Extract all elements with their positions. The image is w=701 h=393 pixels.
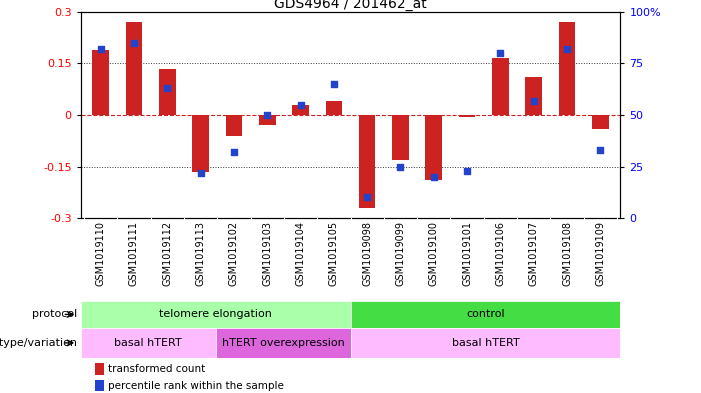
Text: hTERT overexpression: hTERT overexpression [222,338,344,348]
Point [229,149,240,155]
Bar [426,115,442,180]
Text: GSM1019102: GSM1019102 [229,220,239,286]
Bar [392,115,409,160]
Text: basal hTERT: basal hTERT [114,338,182,348]
Bar [95,363,104,375]
Bar [93,50,109,115]
Bar [81,328,216,358]
Bar [216,328,350,358]
Bar [592,115,608,129]
Point [162,85,173,91]
Text: GSM1019098: GSM1019098 [362,220,372,286]
Text: GSM1019109: GSM1019109 [595,220,606,286]
Text: GSM1019100: GSM1019100 [429,220,439,286]
Point [428,174,440,180]
Text: GSM1019107: GSM1019107 [529,220,539,286]
Bar [226,115,243,136]
Point [461,167,472,174]
Bar [292,105,309,115]
Point [594,147,606,153]
Text: GSM1019106: GSM1019106 [496,220,505,286]
Title: GDS4964 / 201462_at: GDS4964 / 201462_at [274,0,427,11]
Text: GSM1019104: GSM1019104 [296,220,306,286]
Text: protocol: protocol [32,309,77,320]
Bar [325,101,342,115]
Point [95,46,107,52]
Text: GSM1019111: GSM1019111 [129,220,139,286]
Point [362,194,373,200]
Text: GSM1019099: GSM1019099 [395,220,405,286]
Bar [81,301,350,328]
Bar [350,301,620,328]
Point [128,40,139,46]
Text: GSM1019108: GSM1019108 [562,220,572,286]
Text: GSM1019101: GSM1019101 [462,220,472,286]
Point [195,169,206,176]
Bar [359,115,376,208]
Text: basal hTERT: basal hTERT [451,338,519,348]
Text: GSM1019113: GSM1019113 [196,220,205,286]
Bar [350,328,620,358]
Point [261,112,273,118]
Text: genotype/variation: genotype/variation [0,338,77,348]
Bar [95,380,104,391]
Text: transformed count: transformed count [108,364,205,374]
Point [395,163,406,170]
Point [328,81,339,87]
Point [562,46,573,52]
Text: GSM1019110: GSM1019110 [95,220,106,286]
Bar [259,115,275,125]
Bar [526,77,542,115]
Point [295,101,306,108]
Bar [458,115,475,117]
Text: GSM1019105: GSM1019105 [329,220,339,286]
Bar [192,115,209,172]
Text: GSM1019112: GSM1019112 [162,220,172,286]
Bar [559,22,576,115]
Text: percentile rank within the sample: percentile rank within the sample [108,381,284,391]
Text: GSM1019103: GSM1019103 [262,220,272,286]
Point [528,97,539,104]
Text: telomere elongation: telomere elongation [159,309,272,320]
Bar [492,58,509,115]
Bar [125,22,142,115]
Text: control: control [466,309,505,320]
Bar [159,68,175,115]
Point [495,50,506,56]
